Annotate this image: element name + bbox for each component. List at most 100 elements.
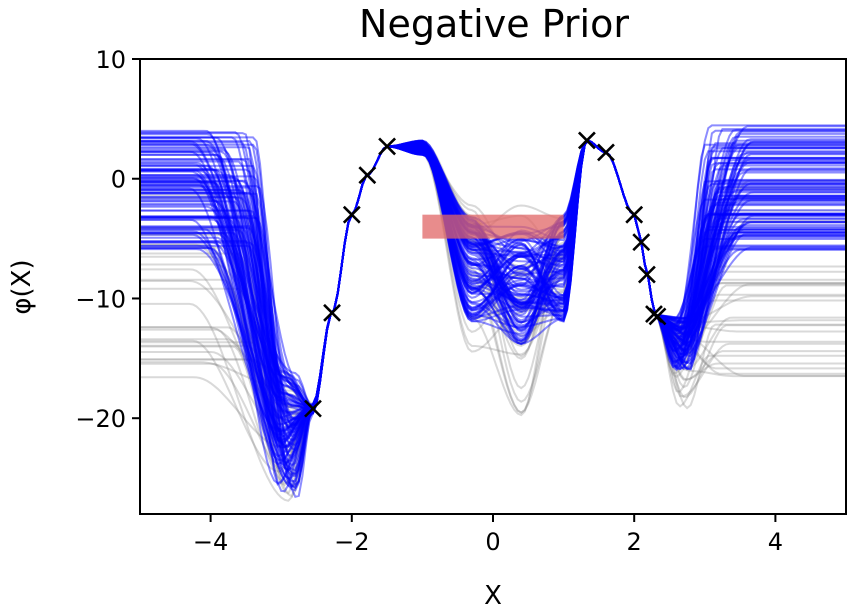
observation-marker (342, 205, 361, 224)
observation-marker (323, 303, 341, 322)
y-tick-label: −10 (75, 285, 126, 313)
gray-sample-curve (140, 139, 846, 420)
blue-sample-curve (140, 139, 846, 478)
x-tick-label: 2 (627, 528, 642, 556)
observation-marker (378, 137, 397, 156)
x-tick-label: 4 (768, 528, 783, 556)
blue-sample-curve (140, 139, 846, 408)
blue-sample-curve (140, 139, 846, 412)
blue-sample-curve (140, 128, 846, 426)
blue-sample-curve (140, 139, 846, 483)
blue-sample-curve (140, 139, 846, 485)
blue-sample-curve (140, 139, 846, 408)
blue-sample-curve (140, 129, 846, 457)
gray-sample-curve (140, 139, 846, 415)
blue-sample-curve (140, 139, 846, 414)
blue-sample-curve (140, 139, 846, 467)
blue-sample-curve (140, 139, 846, 434)
blue-sample-curve (140, 139, 846, 422)
gray-sample-curve (140, 139, 846, 449)
blue-sample-curve (140, 139, 846, 426)
gray-sample-curve (140, 139, 846, 427)
blue-sample-curve (140, 139, 846, 446)
blue-sample-curve (140, 139, 846, 421)
blue-sample-curve (140, 139, 846, 490)
blue-sample-curve (140, 139, 846, 413)
x-tick-label: −2 (334, 528, 369, 556)
blue-sample-curve (140, 132, 846, 442)
observation-marker (648, 307, 667, 326)
blue-sample-curve (140, 139, 846, 493)
observation-marker (597, 143, 615, 162)
blue-sample-curve (140, 139, 846, 412)
blue-sample-curve (140, 139, 846, 486)
blue-sample-curve (140, 139, 846, 438)
blue-sample-curve (140, 139, 846, 415)
blue-sample-curve (140, 132, 846, 432)
blue-sample-curve (140, 139, 846, 427)
blue-sample-curve (140, 139, 846, 433)
blue-sample-curve (140, 139, 846, 492)
blue-sample-curve (140, 139, 846, 462)
observation-marker (632, 233, 651, 252)
blue-sample-curve (140, 139, 846, 476)
blue-sample-curve (140, 138, 846, 449)
gray-sample-curve (140, 139, 846, 408)
gray-sample-curve (140, 139, 846, 417)
blue-sample-curve (140, 136, 846, 449)
blue-sample-curve (140, 139, 846, 448)
blue-sample-curve (140, 139, 846, 420)
blue-sample-curve (140, 139, 846, 419)
blue-sample-curve (140, 139, 846, 412)
blue-sample-curve (140, 139, 846, 412)
blue-sample-curve (140, 139, 846, 449)
blue-sample-curve (140, 139, 846, 411)
blue-sample-curve (140, 139, 846, 413)
observation-markers (304, 131, 667, 418)
blue-sample-curve (140, 139, 846, 406)
blue-sample-curve (140, 139, 846, 480)
observation-marker (637, 265, 656, 284)
observation-marker (304, 399, 322, 418)
gray-sample-curve (140, 139, 846, 408)
blue-sample-curve (140, 139, 846, 414)
blue-sample-curve (140, 139, 846, 415)
gray-sample-curve (140, 139, 846, 487)
blue-sample-curve (140, 139, 846, 411)
blue-sample-curve (140, 139, 846, 414)
gray-sample-curve (140, 139, 846, 414)
blue-sample-curve (140, 139, 846, 462)
blue-sample-curve (140, 128, 846, 409)
blue-sample-curve (140, 139, 846, 454)
blue-sample-curve (140, 139, 846, 452)
blue-sample-curve (140, 139, 846, 466)
blue-sample-curve (140, 139, 846, 435)
blue-sample-curve (140, 139, 846, 476)
x-axis-ticks: −4 −2 0 2 4 (193, 514, 783, 556)
gray-sample-curve (140, 139, 846, 414)
blue-sample-curve (140, 139, 846, 408)
blue-sample-curve (140, 139, 846, 415)
gray-sample-curve (140, 139, 846, 470)
blue-sample-curve (140, 139, 846, 436)
blue-sample-curve (140, 139, 846, 408)
y-axis-ticks: 10 0 −10 −20 (75, 46, 140, 433)
blue-sample-curve (140, 139, 846, 412)
gray-sample-curve (140, 139, 846, 417)
blue-sample-curve (140, 139, 846, 467)
blue-sample-curve (140, 139, 846, 427)
blue-sample-curve (140, 139, 846, 445)
blue-sample-curve (140, 139, 846, 472)
blue-sample-curve (140, 135, 846, 409)
blue-sample-curve (140, 139, 846, 407)
y-tick-label: −20 (75, 405, 126, 433)
blue-sample-curve (140, 139, 846, 414)
blue-sample-curve (140, 136, 846, 411)
blue-sample-curve (140, 139, 846, 407)
gray-sample-curve (140, 139, 846, 415)
gray-sample-curve (140, 139, 846, 498)
blue-sample-curve (140, 139, 846, 438)
gray-sample-curve (140, 139, 846, 410)
blue-sample-curve (140, 139, 846, 473)
